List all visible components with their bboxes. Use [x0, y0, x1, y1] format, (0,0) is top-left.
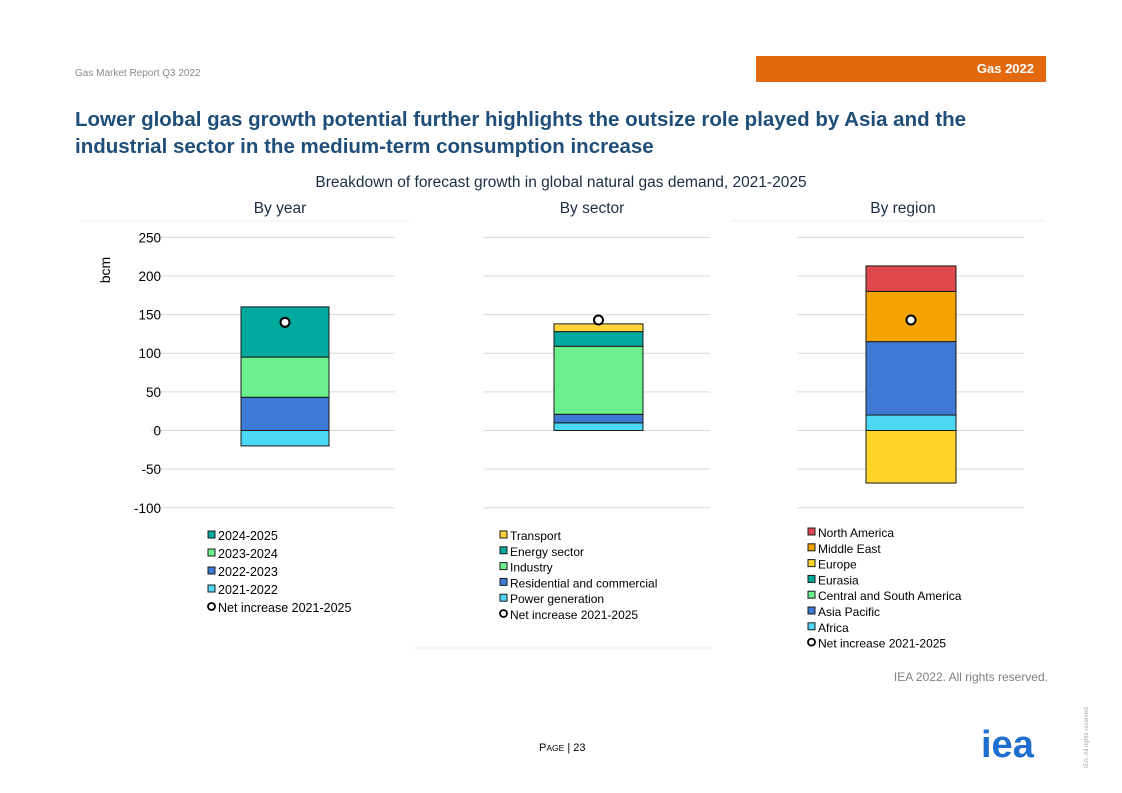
legend-label: Residential and commercial	[510, 576, 657, 590]
bar-segment-residential-and-commercial	[553, 413, 644, 424]
page-number-value: 23	[573, 742, 586, 754]
y-tick-label: 50	[146, 385, 161, 400]
bar-segment-europe	[865, 430, 957, 484]
legend-swatch	[807, 606, 816, 615]
legend-swatch	[807, 622, 816, 631]
legend-label: 2023-2024	[218, 547, 278, 561]
page-prefix-initial: P	[539, 742, 547, 754]
page-prefix-rest: AGE	[546, 743, 565, 753]
legend-swatch	[807, 574, 816, 583]
legend-label: Transport	[510, 529, 562, 543]
legend-swatch	[807, 559, 816, 568]
legend-swatch	[807, 527, 816, 536]
y-axis-label: bcm	[97, 257, 113, 283]
legend-swatch	[807, 590, 816, 599]
legend-swatch	[499, 593, 508, 602]
legend-swatch	[207, 584, 216, 593]
y-tick-label: -50	[141, 462, 161, 477]
bar-segment-2021-2022	[240, 430, 330, 447]
legend-label: Europe	[818, 558, 857, 572]
y-tick-label: 150	[138, 308, 161, 323]
bar-segment-2023-2024	[240, 356, 330, 398]
iea-logo-text: iea	[981, 728, 1035, 762]
legend-label: Middle East	[818, 542, 881, 556]
legend-swatch	[807, 543, 816, 552]
y-tick-label: -100	[134, 501, 161, 516]
y-tick-label: 200	[138, 269, 161, 284]
legend-marker	[499, 609, 508, 618]
panel-title-by-region: By region	[870, 200, 936, 217]
bar-segment-north-america	[865, 265, 957, 292]
report-badge: Gas 2022	[756, 56, 1046, 82]
page-separator: |	[564, 742, 574, 754]
page-number: PAGE | 23	[539, 742, 586, 754]
legend-label: Eurasia	[818, 573, 859, 587]
legend-label: Industry	[510, 561, 553, 575]
y-tick-label: 0	[153, 424, 161, 439]
y-tick-label: 250	[138, 230, 161, 245]
legend-label: Net increase 2021-2025	[510, 608, 638, 622]
page-headline: Lower global gas growth potential furthe…	[75, 108, 967, 158]
legend-label: 2022-2023	[218, 565, 278, 579]
legend-marker	[807, 637, 816, 647]
legend-label: Net increase 2021-2025	[218, 601, 351, 615]
legend-label: 2024-2025	[218, 529, 278, 543]
legend-label: Energy sector	[510, 545, 584, 559]
vertical-rights-note: IEA. All rights reserved.	[1084, 705, 1090, 768]
iea-logo: iea	[981, 728, 1035, 762]
legend-swatch	[207, 548, 216, 557]
legend-swatch	[207, 566, 216, 575]
copyright-notice: IEA 2022. All rights reserved.	[893, 670, 1048, 684]
bar-segment-2024-2025	[240, 306, 330, 358]
report-name: Gas Market Report Q3 2022	[75, 68, 201, 79]
legend-label: Asia Pacific	[818, 605, 880, 619]
bar-segment-power-generation	[553, 422, 644, 432]
legend-label: 2021-2022	[218, 583, 278, 597]
net-increase-marker	[593, 314, 604, 326]
legend-swatch	[499, 530, 508, 539]
legend-swatch	[499, 562, 508, 571]
legend-label: Africa	[818, 621, 849, 635]
net-increase-marker	[905, 314, 917, 326]
bar-segment-africa	[865, 414, 957, 431]
panel-title-by-year: By year	[253, 200, 307, 217]
bar-segment-asia-pacific	[865, 341, 957, 416]
legend-swatch	[207, 530, 216, 539]
legend-label: Central and South America	[818, 589, 962, 603]
legend-label: Net increase 2021-2025	[818, 637, 946, 651]
legend-swatch	[499, 546, 508, 555]
legend-swatch	[499, 577, 508, 586]
y-tick-label: 100	[138, 346, 161, 361]
bar-segment-energy-sector	[553, 331, 644, 347]
bar-segment-2022-2023	[240, 396, 330, 431]
legend-label: North America	[818, 526, 894, 540]
panel-title-by-sector: By sector	[559, 200, 625, 217]
net-increase-marker	[279, 316, 291, 328]
figure-title: Breakdown of forecast growth in global n…	[315, 174, 807, 191]
bar-segment-industry	[553, 345, 644, 415]
legend-label: Power generation	[510, 592, 604, 606]
legend-marker	[207, 602, 216, 611]
